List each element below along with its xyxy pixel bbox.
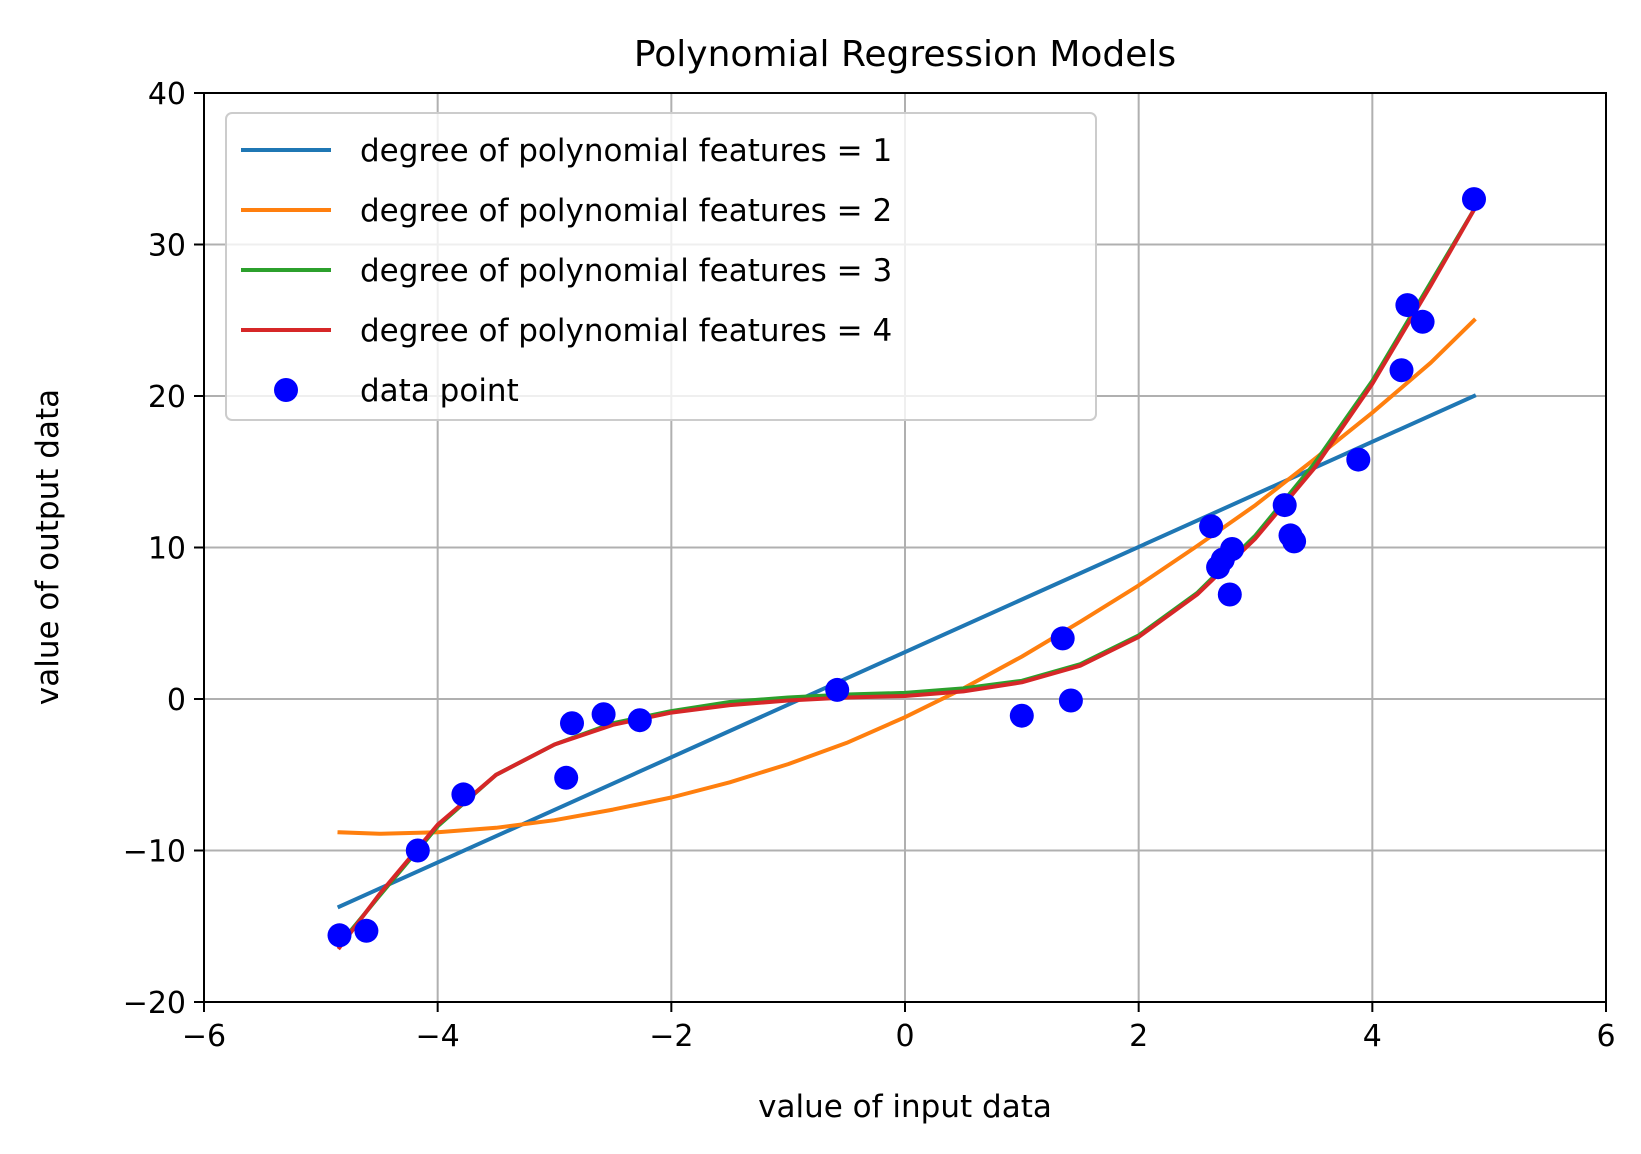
data-point [354, 918, 379, 943]
data-point [627, 708, 652, 733]
y-axis-label: value of output data [30, 389, 66, 705]
legend-label-degree-4: degree of polynomial features = 4 [360, 313, 892, 349]
legend-label-data-point: data point [360, 373, 519, 409]
chart-title: Polynomial Regression Models [634, 34, 1176, 75]
series-line-degree-4 [336, 206, 1477, 951]
x-tick-label: 4 [1363, 1019, 1382, 1054]
legend-label-degree-2: degree of polynomial features = 2 [360, 193, 892, 229]
x-tick-label: −4 [416, 1019, 460, 1054]
data-point [1282, 529, 1307, 554]
x-tick-label: 6 [1596, 1019, 1615, 1054]
y-tick-label: 10 [148, 532, 186, 567]
data-point [1272, 493, 1297, 518]
y-tick-label: 20 [148, 380, 186, 415]
series-lines [336, 206, 1477, 951]
x-axis-label: value of input data [758, 1089, 1052, 1125]
data-point [1389, 358, 1414, 383]
series-line-degree-2 [337, 317, 1477, 836]
data-point [1058, 688, 1083, 713]
data-point [1462, 187, 1486, 212]
x-tick-label: −2 [649, 1019, 693, 1054]
legend-label-degree-3: degree of polynomial features = 3 [360, 253, 892, 289]
data-point [1395, 293, 1420, 318]
data-point [825, 677, 850, 702]
data-point [560, 711, 584, 736]
x-tick-label: −6 [182, 1019, 226, 1054]
data-point [1050, 626, 1075, 651]
y-tick-label: −10 [123, 835, 186, 870]
data-point [1199, 514, 1224, 539]
data-point [554, 765, 579, 790]
data-point [451, 782, 476, 807]
y-tick-label: 0 [167, 683, 186, 718]
legend-label-degree-1: degree of polynomial features = 1 [360, 133, 892, 169]
data-points [327, 187, 1486, 948]
y-tick-label: 30 [148, 229, 186, 264]
y-tick-label: 40 [148, 77, 186, 112]
data-point [1220, 537, 1245, 561]
legend: degree of polynomial features = 1 degree … [225, 112, 1097, 421]
data-point [1410, 309, 1435, 334]
data-point [1217, 582, 1242, 607]
legend-swatch-data-point [274, 378, 298, 402]
x-tick-label: 0 [895, 1019, 914, 1054]
data-point [1346, 447, 1371, 472]
legend-box [225, 112, 1097, 421]
data-point [1009, 703, 1034, 728]
data-point [591, 702, 616, 727]
data-point [405, 838, 430, 863]
data-point [327, 923, 352, 948]
x-tick-label: 2 [1129, 1019, 1148, 1054]
y-tick-label: −20 [123, 986, 186, 1021]
